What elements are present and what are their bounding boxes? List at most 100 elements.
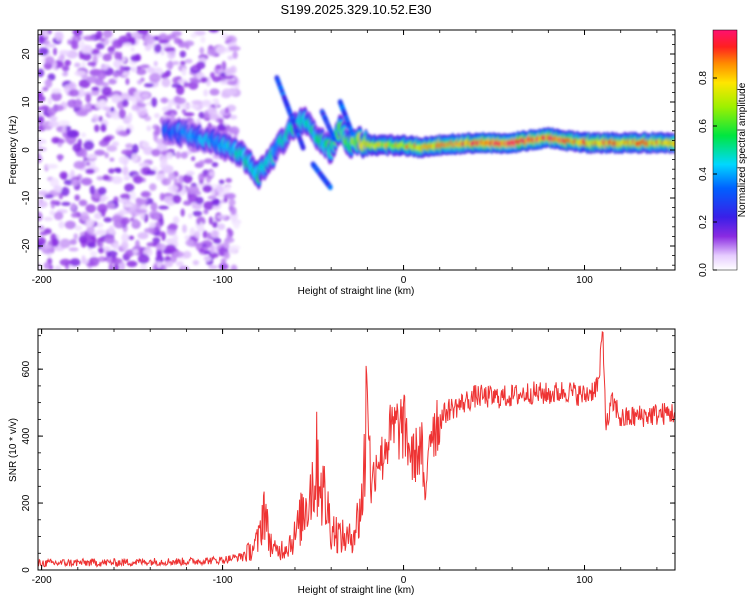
heatmap-cell: [53, 211, 64, 221]
heatmap-cell: [79, 40, 85, 51]
heatmap-cell: [99, 241, 104, 248]
heatmap-cell: [74, 62, 81, 68]
heatmap-cell: [135, 197, 143, 204]
heatmap-cell: [86, 75, 99, 84]
snr-x-axis-label: Height of straight line (km): [298, 585, 415, 596]
heatmap-cell: [156, 261, 162, 269]
heatmap-cell: [128, 235, 135, 241]
heatmap-cell: [158, 39, 170, 44]
heatmap-cell: [192, 210, 203, 217]
heatmap-cell: [70, 169, 75, 178]
heatmap-cell: [213, 237, 222, 244]
heatmap-cell: [69, 238, 77, 246]
heatmap-cell: [64, 84, 70, 94]
heatmap-cell: [167, 200, 174, 206]
heatmap-cell: [104, 234, 115, 244]
heatmap-cell: [44, 78, 53, 89]
heatmap-cell: [78, 79, 91, 89]
heatmap-cell: [122, 42, 132, 47]
heatmap-cell: [120, 92, 131, 102]
heatmap-cell: [225, 192, 236, 200]
heatmap-cell: [183, 112, 195, 117]
heatmap-cell: [97, 247, 105, 254]
heatmap-cell: [183, 81, 189, 88]
heatmap-cells: [38, 30, 675, 270]
heatmap-cell: [233, 221, 240, 230]
heatmap-cell: [203, 89, 209, 97]
heatmap-cell: [75, 110, 88, 117]
heatmap-cell: [180, 208, 185, 217]
heatmap-cell: [178, 175, 185, 184]
heatmap-cell: [146, 66, 155, 74]
heatmap-cell: [125, 78, 130, 86]
heatmap-cell: [86, 226, 95, 235]
heatmap-cell: [133, 175, 144, 184]
heatmap-cell: [208, 171, 215, 177]
heatmap-cell: [102, 106, 112, 111]
heatmap-cell: [123, 202, 132, 208]
heatmap-cell: [200, 36, 206, 44]
heatmap-cell: [108, 263, 114, 270]
heatmap-cell: [113, 59, 122, 69]
heatmap-cell: [136, 68, 147, 76]
heatmap-cell: [69, 89, 80, 97]
heatmap-cell: [180, 151, 188, 159]
spectrogram-y-axis-label: Frequency (Hz): [8, 116, 19, 185]
heatmap-cell: [61, 201, 71, 207]
heatmap-cell: [97, 81, 110, 87]
heatmap-cell: [190, 156, 196, 162]
heatmap-cell: [58, 220, 65, 229]
heatmap-cell: [225, 178, 232, 183]
heatmap-cell: [110, 257, 123, 265]
heatmap-cell: [168, 98, 173, 109]
heatmap-cell: [127, 112, 133, 122]
heatmap-cell: [51, 238, 60, 247]
heatmap-cell: [99, 197, 106, 203]
heatmap-cell: [152, 213, 161, 221]
colorbar-tick-label: 0.4: [698, 167, 709, 181]
heatmap-cell: [211, 161, 219, 168]
heatmap-cell: [212, 221, 218, 229]
heatmap-cell: [111, 214, 123, 223]
heatmap-cell: [144, 197, 154, 205]
heatmap-cell: [168, 223, 178, 231]
heatmap-cell: [159, 218, 164, 226]
heatmap-cell: [111, 93, 121, 104]
colorbar-tick-label: 0.0: [698, 263, 709, 277]
heatmap-cell: [152, 237, 161, 244]
heatmap-cell: [137, 30, 149, 35]
heatmap-cell: [70, 202, 76, 211]
heatmap-cell: [68, 247, 79, 252]
heatmap-cell: [135, 239, 140, 250]
heatmap-cell: [155, 125, 161, 136]
heatmap-cell: [62, 71, 69, 77]
heatmap-cell: [180, 103, 191, 109]
heatmap-cell: [88, 256, 100, 267]
heatmap-cell: [217, 223, 226, 231]
heatmap-cell: [228, 205, 234, 212]
heatmap-cell: [54, 265, 62, 270]
heatmap-cell: [173, 251, 184, 258]
heatmap-cell: [170, 113, 176, 119]
heatmap-cell: [223, 251, 230, 260]
heatmap-cell: [215, 64, 222, 70]
heatmap-cell: [89, 250, 98, 257]
heatmap-cell: [117, 130, 127, 137]
heatmap-cell: [218, 262, 229, 270]
heatmap-cell: [210, 72, 216, 79]
heatmap-cell: [140, 191, 151, 198]
heatmap-cell: [132, 248, 139, 254]
heatmap-cell: [186, 170, 195, 176]
heatmap-cell: [127, 36, 136, 43]
heatmap-cell: [182, 174, 193, 184]
colorbar-ticks: 0.0 0.2 0.4 0.6 0.8: [698, 71, 717, 277]
heatmap-cell: [217, 123, 227, 132]
heatmap-cell: [52, 47, 58, 56]
heatmap-ridge-cell: [671, 140, 675, 148]
heatmap-cell: [224, 67, 233, 76]
heatmap-cell: [109, 157, 115, 162]
heatmap-cell: [181, 108, 187, 114]
heatmap-cell: [47, 107, 57, 116]
heatmap-cell: [74, 194, 80, 201]
heatmap-cell: [49, 209, 55, 216]
